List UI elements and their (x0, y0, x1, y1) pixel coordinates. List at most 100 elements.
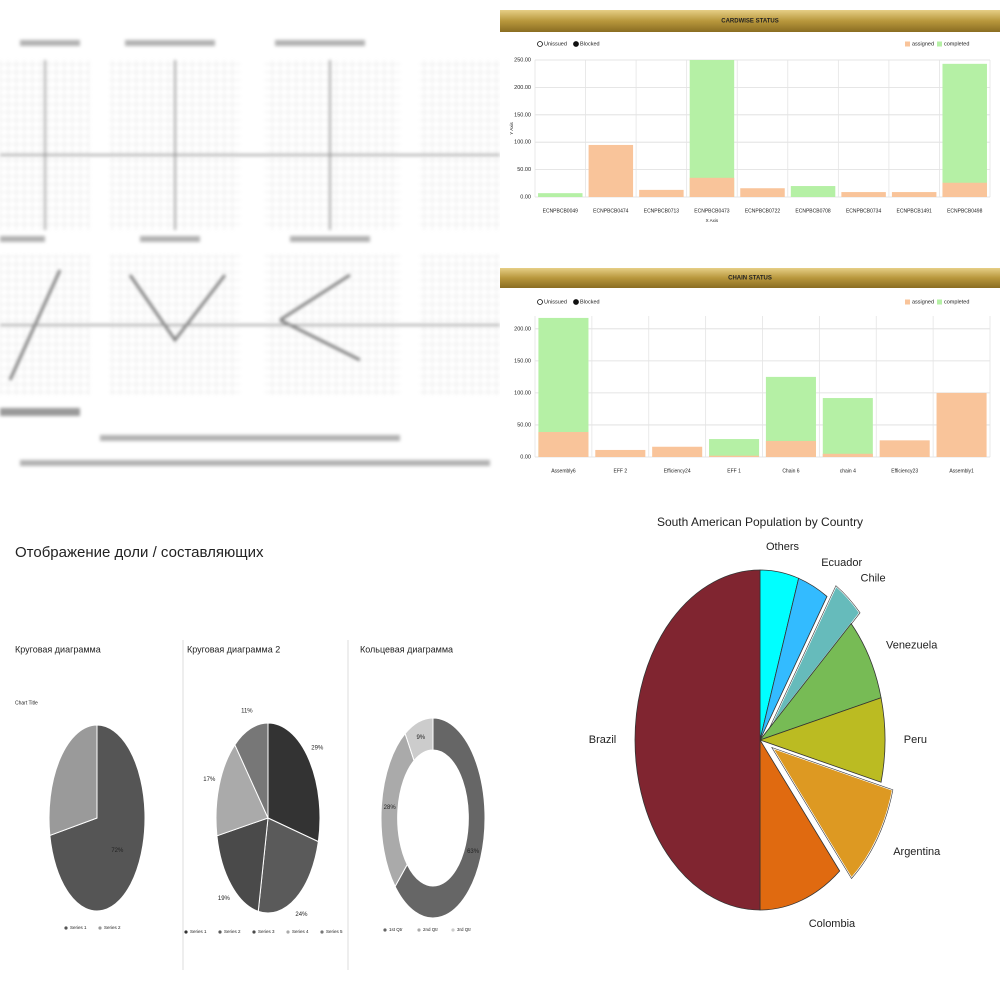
bar (740, 188, 785, 197)
legend-marker (573, 299, 579, 305)
slide-title: Отображение доли / составляющих (15, 544, 264, 561)
bar (790, 186, 836, 197)
y-tick-label: 50.00 (517, 167, 531, 173)
chart-title: CHAIN STATUS (728, 276, 772, 282)
chart-title: Кольцевая диаграмма (360, 644, 453, 654)
donut-slice (394, 717, 486, 919)
x-tick-label: ECNPBCB0734 (846, 208, 882, 214)
legend-swatch (905, 41, 910, 47)
x-tick-label: ECNPBCB0708 (795, 208, 831, 214)
bar (595, 449, 646, 457)
legend-marker (537, 299, 543, 305)
legend-marker (573, 41, 579, 47)
x-tick-label: ECNPBCB0474 (593, 208, 629, 214)
slice-label: 11% (241, 708, 253, 714)
y-tick-label: 200.00 (514, 326, 531, 332)
bar (538, 432, 589, 457)
bar (588, 144, 634, 197)
legend-label: Series 2 (104, 925, 121, 930)
slice-label: 28% (384, 805, 397, 811)
legend-label: Unissued (544, 41, 567, 47)
legend-marker (383, 928, 387, 932)
slice-label: Colombia (809, 918, 856, 930)
slice-label: Ecuador (821, 557, 862, 569)
chart-header (500, 10, 1000, 32)
bar (538, 193, 583, 197)
bar (891, 192, 937, 197)
worksheet-image (0, 40, 500, 466)
slice-outline (768, 585, 861, 730)
legend-swatch (937, 299, 942, 305)
x-tick-label: Efficiency23 (891, 468, 918, 474)
x-tick-label: ECNPBCB0049 (543, 208, 579, 214)
bar (709, 455, 760, 457)
legend-label: completed (944, 299, 969, 305)
x-tick-label: Efficiency24 (664, 468, 691, 474)
bar (689, 177, 735, 197)
bar (942, 63, 987, 197)
bar (822, 453, 873, 457)
bar (879, 440, 930, 457)
slice-label: 63% (467, 849, 480, 855)
legend-marker (451, 928, 455, 932)
legend-swatch (905, 299, 910, 305)
legend-label: 2nd Qtr (423, 927, 439, 932)
y-tick-label: 150.00 (514, 112, 531, 118)
x-tick-label: ECNPBCB0722 (745, 208, 781, 214)
slice-label: 19% (218, 896, 231, 902)
pie-slice (634, 569, 761, 911)
y-tick-label: 0.00 (520, 194, 531, 200)
slice-label: Peru (904, 734, 927, 746)
slice-label: Brazil (589, 734, 617, 746)
slice-label: 17% (203, 777, 216, 783)
bar (689, 60, 735, 197)
legend-label: Series 4 (292, 929, 309, 934)
bar (765, 440, 816, 457)
chart-subtitle: Chart Title (15, 700, 38, 706)
legend-marker (417, 928, 421, 932)
legend-label: Series 1 (70, 925, 87, 930)
legend-marker (320, 930, 324, 934)
y-tick-label: 50.00 (517, 422, 531, 428)
legend-label: assigned (912, 41, 934, 47)
slice-label: Others (766, 541, 800, 553)
legend-label: 3rd Qtr (457, 927, 472, 932)
pie-slice (215, 743, 269, 837)
slice-label: Argentina (893, 846, 941, 858)
y-axis-label: Y Axis (509, 122, 514, 135)
legend-label: Series 5 (326, 929, 343, 934)
chart-header (500, 268, 1000, 288)
x-tick-label: Chain 6 (782, 468, 799, 474)
legend-label: Unissued (544, 299, 567, 305)
legend-label: Series 1 (190, 929, 207, 934)
x-tick-label: ECNPBCB0473 (694, 208, 730, 214)
bar (652, 446, 703, 457)
legend-label: Blocked (580, 299, 600, 305)
y-tick-label: 100.00 (514, 390, 531, 396)
legend-marker (252, 930, 256, 934)
y-tick-label: 200.00 (514, 85, 531, 91)
legend-label: assigned (912, 299, 934, 305)
bar (822, 398, 873, 457)
bar (936, 392, 987, 457)
slice-label: 9% (416, 735, 425, 741)
slice-label: Chile (861, 572, 886, 584)
y-tick-label: 0.00 (520, 454, 531, 460)
x-tick-label: EFF 1 (727, 468, 741, 474)
pie-slice (48, 724, 98, 837)
legend-label: completed (944, 41, 969, 47)
pie-slice (216, 817, 269, 912)
pie-slice (267, 722, 321, 843)
legend-marker (64, 926, 68, 930)
pie-slice (759, 738, 841, 911)
slice-label: 24% (295, 912, 308, 918)
y-tick-label: 150.00 (514, 358, 531, 364)
x-tick-label: ECNPBCB0498 (947, 208, 983, 214)
legend-marker (98, 926, 102, 930)
slice-label: 29% (311, 746, 324, 752)
legend-swatch (937, 41, 942, 47)
x-tick-label: chain 4 (840, 468, 856, 474)
slice-label: 72% (111, 848, 124, 854)
pie-slice (257, 817, 319, 914)
x-tick-label: Assembly6 (551, 468, 576, 474)
